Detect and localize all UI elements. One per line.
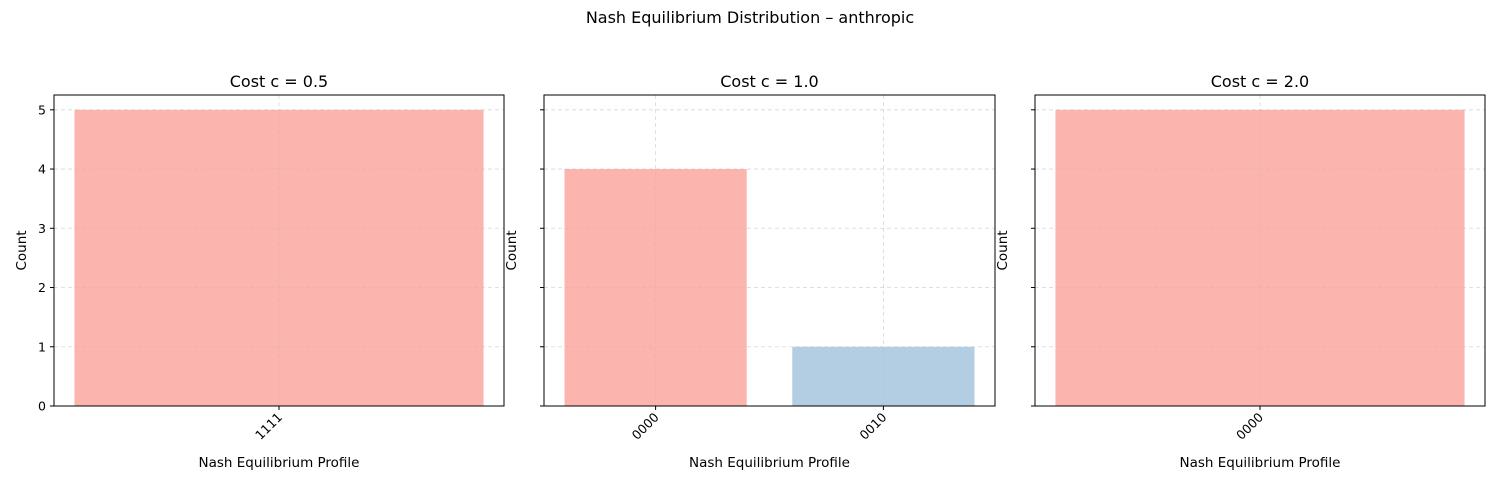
panel-2: 0000 0010 Cost c = 1.0 Nash Equilibrium Pro… <box>504 72 996 471</box>
x-axis-label: Nash Equilibrium Profile <box>689 455 850 471</box>
y-tick-label: 2 <box>38 280 46 295</box>
panel-title: Cost c = 0.5 <box>230 72 328 91</box>
y-tick-label: 5 <box>38 102 46 117</box>
bar-0000 <box>1055 109 1465 407</box>
y-axis-label: Count <box>504 230 520 270</box>
x-tick-label: 0000 <box>1233 409 1266 442</box>
panel-title: Cost c = 1.0 <box>720 72 818 91</box>
x-tick-label: 0010 <box>856 409 889 442</box>
x-axis-label: Nash Equilibrium Profile <box>1179 455 1340 471</box>
bar-0000 <box>564 169 747 406</box>
y-tick-label: 1 <box>38 339 46 354</box>
y-axis-label: Count <box>14 230 30 270</box>
panel-1: 0 1 2 3 4 5 1111 Cost c = 0.5 Nash Equilibrium P… <box>14 72 505 471</box>
panel-title: Cost c = 2.0 <box>1211 72 1309 91</box>
x-axis-label: Nash Equilibrium Profile <box>198 455 359 471</box>
bar-1111 <box>74 109 484 407</box>
panel-3: 0000 Cost c = 2.0 Nash Equilibrium Profile… <box>995 72 1486 471</box>
y-axis-label: Count <box>995 230 1011 270</box>
x-tick-label: 1111 <box>252 410 285 443</box>
axes-frame <box>543 94 996 407</box>
figure-title: Nash Equilibrium Distribution – anthropi… <box>586 8 914 27</box>
bar-0010 <box>792 346 975 406</box>
y-tick-label: 3 <box>38 221 46 236</box>
x-tick-label: 0000 <box>629 409 662 442</box>
y-tick-label: 0 <box>38 399 46 414</box>
y-tick-label: 4 <box>38 162 46 177</box>
